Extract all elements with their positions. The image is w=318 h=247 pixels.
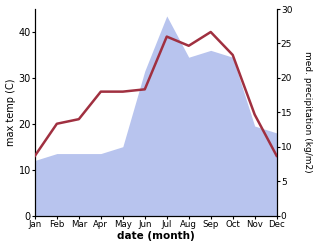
- Y-axis label: max temp (C): max temp (C): [5, 79, 16, 146]
- X-axis label: date (month): date (month): [117, 231, 195, 242]
- Y-axis label: med. precipitation (kg/m2): med. precipitation (kg/m2): [303, 51, 313, 173]
